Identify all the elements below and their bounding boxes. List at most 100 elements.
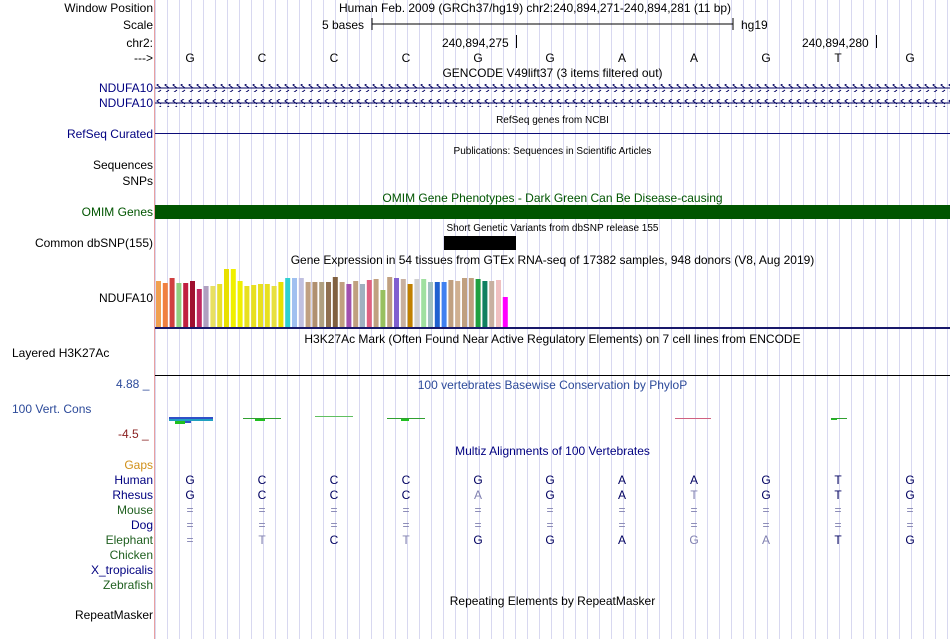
alignment-base-dog-10: = bbox=[834, 518, 842, 532]
gtex-bar-22[interactable] bbox=[298, 278, 304, 327]
alignment-base-dog-7: = bbox=[618, 518, 626, 532]
gtex-bar-40[interactable] bbox=[421, 279, 427, 327]
gencode-gene-features[interactable] bbox=[155, 81, 950, 111]
gtex-bar-45[interactable] bbox=[455, 281, 461, 327]
species-label-human[interactable]: Human bbox=[114, 473, 153, 487]
gtex-bar-2[interactable] bbox=[162, 283, 168, 327]
gtex-bar-34[interactable] bbox=[380, 290, 386, 327]
gtex-bar-47[interactable] bbox=[468, 278, 474, 327]
gtex-bar-6[interactable] bbox=[190, 281, 195, 327]
species-label-x-tropicalis[interactable]: X_tropicalis bbox=[90, 563, 153, 577]
gtex-bar-30[interactable] bbox=[353, 281, 359, 327]
gtex-bar-28[interactable] bbox=[339, 282, 345, 327]
gtex-bar-21[interactable] bbox=[292, 278, 297, 327]
gencode-track-label-2[interactable]: NDUFA10 bbox=[98, 96, 153, 110]
gtex-bar-1[interactable] bbox=[156, 281, 161, 327]
alignment-base-elephant-1: = bbox=[186, 533, 194, 547]
gtex-bar-3[interactable] bbox=[169, 278, 175, 327]
gtex-bar-38[interactable] bbox=[407, 284, 413, 327]
strand-label[interactable]: ---> bbox=[134, 51, 153, 65]
gtex-bar-36[interactable] bbox=[394, 278, 399, 327]
gtex-bar-31[interactable] bbox=[360, 284, 365, 327]
gtex-bar-8[interactable] bbox=[203, 286, 209, 327]
gtex-bar-35[interactable] bbox=[387, 277, 393, 327]
gtex-bar-39[interactable] bbox=[414, 279, 420, 327]
publications-snps-label[interactable]: SNPs bbox=[122, 174, 153, 188]
track-display-area[interactable]: Human Feb. 2009 (GRCh37/hg19) chr2:240,8… bbox=[155, 0, 950, 639]
dbsnp-variant[interactable] bbox=[444, 236, 516, 250]
gtex-expression-bars[interactable] bbox=[155, 267, 555, 327]
gtex-bar-15[interactable] bbox=[251, 285, 257, 327]
omim-track-title[interactable]: OMIM Gene Phenotypes - Dark Green Can Be… bbox=[382, 191, 723, 205]
gtex-bar-49[interactable] bbox=[482, 281, 488, 327]
gtex-bar-50[interactable] bbox=[489, 281, 495, 327]
gtex-bar-20[interactable] bbox=[285, 278, 291, 327]
h3k27ac-track-label[interactable]: Layered H3K27Ac bbox=[12, 346, 110, 360]
gtex-bar-46[interactable] bbox=[462, 278, 467, 327]
gtex-bar-41[interactable] bbox=[428, 282, 433, 327]
base-7: A bbox=[617, 51, 626, 65]
repeatmasker-track-title[interactable]: Repeating Elements by RepeatMasker bbox=[449, 594, 656, 608]
dbsnp-track-label[interactable]: Common dbSNP(155) bbox=[34, 236, 153, 250]
gtex-bar-25[interactable] bbox=[319, 282, 325, 327]
gtex-bar-48[interactable] bbox=[475, 279, 481, 327]
publications-track-title[interactable]: Publications: Sequences in Scientific Ar… bbox=[453, 146, 652, 157]
gtex-bar-43[interactable] bbox=[441, 282, 447, 327]
species-label-rhesus[interactable]: Rhesus bbox=[112, 488, 153, 502]
gtex-bar-7[interactable] bbox=[196, 289, 202, 327]
refseq-track-label[interactable]: RefSeq Curated bbox=[66, 127, 153, 141]
phylop-track-title[interactable]: 100 vertebrates Basewise Conservation by… bbox=[417, 378, 688, 392]
alignment-base-dog-11: = bbox=[906, 518, 914, 532]
species-label-chicken[interactable]: Chicken bbox=[109, 548, 153, 562]
h3k27ac-track-title[interactable]: H3K27Ac Mark (Often Found Near Active Re… bbox=[304, 332, 801, 346]
repeatmasker-track-label[interactable]: RepeatMasker bbox=[74, 608, 153, 622]
gtex-bar-32[interactable] bbox=[366, 280, 372, 327]
gencode-track-title[interactable]: GENCODE V49lift37 (3 items filtered out) bbox=[442, 66, 663, 80]
species-label-zebrafish[interactable]: Zebrafish bbox=[102, 578, 153, 592]
gtex-bar-51[interactable] bbox=[496, 280, 501, 327]
multiz-track-title[interactable]: Multiz Alignments of 100 Vertebrates bbox=[455, 444, 650, 458]
omim-gene-bar[interactable] bbox=[155, 205, 950, 219]
dbsnp-track-title[interactable]: Short Genetic Variants from dbSNP releas… bbox=[446, 223, 659, 234]
gtex-track-label[interactable]: NDUFA10 bbox=[98, 291, 153, 305]
refseq-track-title[interactable]: RefSeq genes from NCBI bbox=[496, 115, 609, 126]
gtex-bar-27[interactable] bbox=[332, 277, 338, 327]
gtex-bar-12[interactable] bbox=[230, 269, 236, 327]
gtex-bar-9[interactable] bbox=[210, 286, 216, 327]
gtex-bar-52[interactable] bbox=[502, 297, 508, 327]
gtex-bar-5[interactable] bbox=[183, 283, 189, 327]
gtex-track-title[interactable]: Gene Expression in 54 tissues from GTEx … bbox=[290, 253, 815, 267]
phylop-min-label: -4.5 _ bbox=[118, 427, 149, 441]
multiz-gaps-label[interactable]: Gaps bbox=[124, 458, 153, 472]
gtex-bar-10[interactable] bbox=[217, 284, 223, 327]
phylop-track-label[interactable]: 100 Vert. Cons bbox=[12, 402, 92, 416]
gtex-bar-14[interactable] bbox=[244, 286, 250, 327]
gtex-bar-29[interactable] bbox=[346, 284, 352, 327]
gtex-bar-24[interactable] bbox=[312, 282, 318, 327]
gtex-bar-26[interactable] bbox=[326, 282, 331, 327]
species-label-dog[interactable]: Dog bbox=[130, 518, 153, 532]
omim-track-label[interactable]: OMIM Genes bbox=[81, 205, 153, 219]
phylop-signal[interactable] bbox=[155, 410, 950, 430]
gtex-bar-16[interactable] bbox=[258, 284, 263, 327]
base-11: G bbox=[905, 51, 915, 65]
gtex-bar-33[interactable] bbox=[373, 279, 379, 327]
gtex-bar-19[interactable] bbox=[278, 282, 284, 327]
gtex-bar-42[interactable] bbox=[434, 282, 440, 327]
gtex-bar-13[interactable] bbox=[237, 281, 243, 327]
alignment-base-human-6: G bbox=[545, 473, 555, 487]
gtex-bar-17[interactable] bbox=[264, 284, 270, 327]
gtex-bar-18[interactable] bbox=[271, 286, 277, 327]
gtex-bar-4[interactable] bbox=[176, 283, 182, 327]
gencode-track-label-1[interactable]: NDUFA10 bbox=[98, 81, 153, 95]
gtex-bar-23[interactable] bbox=[305, 282, 311, 327]
refseq-gene-line[interactable] bbox=[155, 133, 950, 134]
gtex-bar-11[interactable] bbox=[224, 269, 229, 327]
species-label-mouse[interactable]: Mouse bbox=[116, 503, 153, 517]
alignment-base-rhesus-1: G bbox=[185, 488, 195, 502]
alignment-base-dog-2: = bbox=[258, 518, 266, 532]
publications-sequences-label[interactable]: Sequences bbox=[92, 158, 153, 172]
gtex-bar-37[interactable] bbox=[400, 279, 406, 327]
gtex-bar-44[interactable] bbox=[448, 280, 454, 327]
species-label-elephant[interactable]: Elephant bbox=[105, 533, 153, 547]
